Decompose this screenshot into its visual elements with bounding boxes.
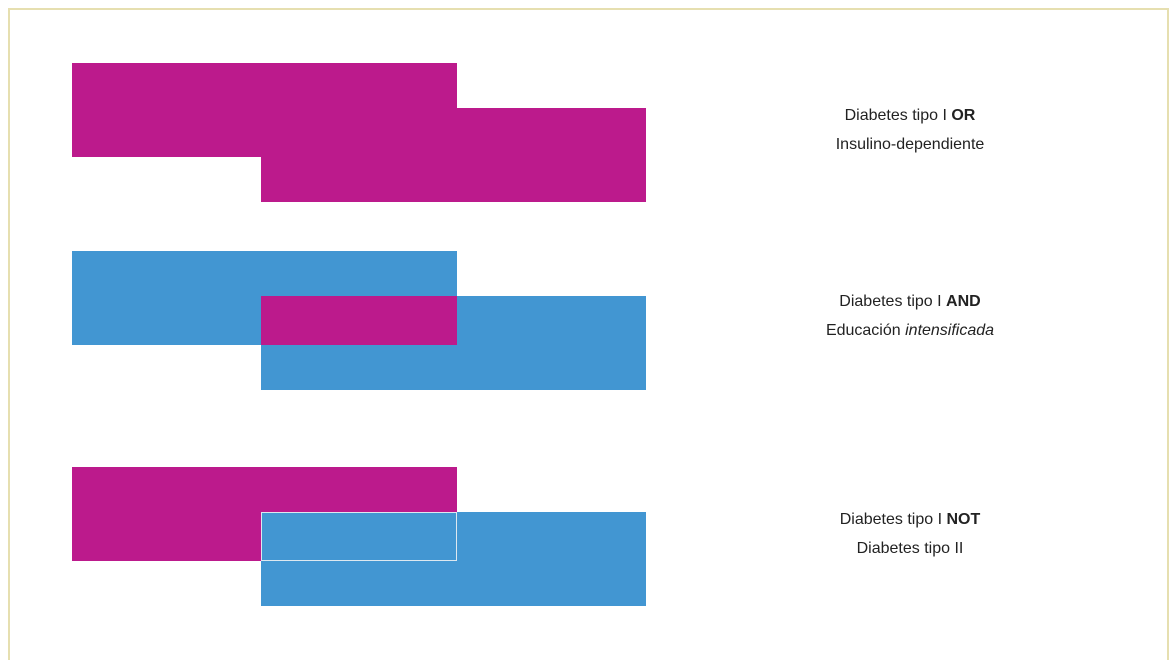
and-intersection [261, 296, 457, 345]
not-label-line2: Diabetes tipo II [856, 540, 964, 557]
not-excluded-outline [261, 512, 457, 561]
and-label-emphasis: intensificada [905, 322, 995, 339]
or-label: Diabetes tipo I OR Insulino-dependiente [740, 101, 1080, 159]
and-operator: AND [946, 293, 981, 310]
not-operator: NOT [946, 511, 981, 528]
and-label: Diabetes tipo I AND Educación intensific… [740, 287, 1080, 345]
and-label-prefix: Diabetes tipo I [839, 293, 942, 310]
and-label-line2: Educación [825, 322, 901, 339]
not-label-prefix: Diabetes tipo I [839, 511, 943, 528]
not-label: Diabetes tipo I NOT Diabetes tipo II [740, 505, 1080, 563]
or-operator: OR [951, 107, 976, 124]
or-label-prefix: Diabetes tipo I [844, 107, 947, 124]
or-set-b [261, 108, 646, 202]
or-label-line2: Insulino-dependiente [835, 136, 985, 153]
not-set-b [261, 512, 646, 606]
